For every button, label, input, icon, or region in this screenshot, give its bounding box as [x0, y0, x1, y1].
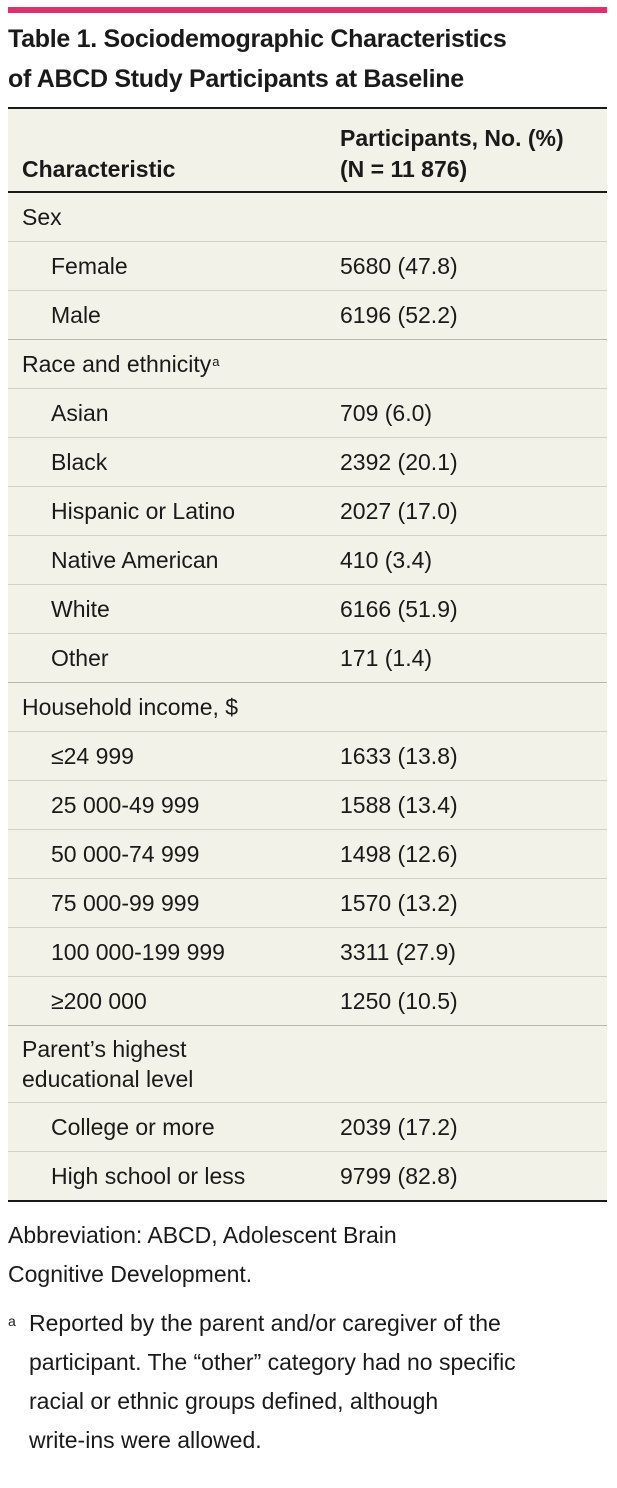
table-title-line-2: of ABCD Study Participants at Baseline [8, 65, 464, 93]
table-row: Other 171 (1.4) [8, 633, 607, 683]
table-row: Male 6196 (52.2) [8, 290, 607, 340]
row-value: 171 (1.4) [340, 633, 607, 683]
table-title: Table 1. Sociodemographic Characteristic… [8, 13, 607, 107]
row-value: 709 (6.0) [340, 388, 607, 438]
group-value-empty [340, 192, 607, 242]
group-row-parent-education: Parent’s highest educational level [8, 1025, 607, 1103]
header-participants-line-2: (N = 11 876) [340, 156, 468, 182]
row-value: 2027 (17.0) [340, 486, 607, 536]
table-notes: Abbreviation: ABCD, Adolescent Brain Cog… [8, 1216, 607, 1460]
row-label: Other [8, 633, 340, 683]
row-value: 1633 (13.8) [340, 731, 607, 781]
row-value: 5680 (47.8) [340, 241, 607, 291]
footnote-marker: a [212, 354, 220, 369]
row-label: 50 000-74 999 [8, 829, 340, 879]
footnote-line-4: write-ins were allowed. [29, 1427, 262, 1453]
row-label: Asian [8, 388, 340, 438]
table-row: ≤24 999 1633 (13.8) [8, 731, 607, 781]
header-characteristic: Characteristic [8, 108, 340, 193]
group-value-empty [340, 682, 607, 732]
footnote-a: a Reported by the parent and/or caregive… [8, 1304, 607, 1460]
row-label: ≥200 000 [8, 976, 340, 1026]
table-row: Native American 410 (3.4) [8, 535, 607, 585]
group-label-line-1: Parent’s highest [22, 1036, 187, 1062]
table-row: 25 000-49 999 1588 (13.4) [8, 780, 607, 830]
table-row: 100 000-199 999 3311 (27.9) [8, 927, 607, 977]
row-label: Hispanic or Latino [8, 486, 340, 536]
footnote-line-2: participant. The “other” category had no… [29, 1349, 516, 1375]
table-row: Black 2392 (20.1) [8, 437, 607, 487]
header-participants-line-1: Participants, No. (%) [340, 125, 564, 151]
footnote-line-3: racial or ethnic groups defined, althoug… [29, 1388, 439, 1414]
row-label: High school or less [8, 1151, 340, 1201]
group-label: Race and ethnicitya [8, 339, 340, 389]
row-label: Male [8, 290, 340, 340]
characteristics-table: Characteristic Participants, No. (%) (N … [8, 107, 607, 1202]
table-header-row: Characteristic Participants, No. (%) (N … [8, 108, 607, 193]
group-label: Household income, $ [8, 682, 340, 732]
abbreviation-line-1: Abbreviation: ABCD, Adolescent Brain [8, 1222, 397, 1248]
table-row: Female 5680 (47.8) [8, 241, 607, 291]
row-label: 25 000-49 999 [8, 780, 340, 830]
table-row: 50 000-74 999 1498 (12.6) [8, 829, 607, 879]
abbreviation-note: Abbreviation: ABCD, Adolescent Brain Cog… [8, 1216, 607, 1294]
abbreviation-line-2: Cognitive Development. [8, 1261, 253, 1287]
group-row-household-income: Household income, $ [8, 682, 607, 732]
table-row: White 6166 (51.9) [8, 584, 607, 634]
group-value-empty [340, 1025, 607, 1103]
table-row: College or more 2039 (17.2) [8, 1102, 607, 1152]
row-label: Female [8, 241, 340, 291]
row-value: 1588 (13.4) [340, 780, 607, 830]
group-label-line-2: educational level [22, 1066, 194, 1092]
header-participants: Participants, No. (%) (N = 11 876) [340, 108, 607, 193]
row-value: 2039 (17.2) [340, 1102, 607, 1152]
group-label: Sex [22, 204, 62, 230]
row-value: 9799 (82.8) [340, 1151, 607, 1201]
row-label: ≤24 999 [8, 731, 340, 781]
row-value: 1570 (13.2) [340, 878, 607, 928]
footnote-marker: a [8, 1313, 16, 1329]
row-label: 75 000-99 999 [8, 878, 340, 928]
row-value: 6196 (52.2) [340, 290, 607, 340]
row-label: College or more [8, 1102, 340, 1152]
table-row: Hispanic or Latino 2027 (17.0) [8, 486, 607, 536]
row-value: 6166 (51.9) [340, 584, 607, 634]
row-label: White [8, 584, 340, 634]
group-row-sex: Sex [8, 192, 607, 242]
group-value-empty [340, 339, 607, 389]
row-value: 1250 (10.5) [340, 976, 607, 1026]
row-value: 3311 (27.9) [340, 927, 607, 977]
row-value: 2392 (20.1) [340, 437, 607, 487]
row-value: 410 (3.4) [340, 535, 607, 585]
table-row: ≥200 000 1250 (10.5) [8, 976, 607, 1026]
group-label: Parent’s highest educational level [8, 1025, 340, 1103]
table-row: 75 000-99 999 1570 (13.2) [8, 878, 607, 928]
table-title-line-1: Table 1. Sociodemographic Characteristic… [8, 25, 507, 53]
row-label: Black [8, 437, 340, 487]
footnote-line-1: Reported by the parent and/or caregiver … [29, 1310, 501, 1336]
accent-bar [8, 7, 607, 13]
row-value: 1498 (12.6) [340, 829, 607, 879]
table-row: Asian 709 (6.0) [8, 388, 607, 438]
row-label: Native American [8, 535, 340, 585]
group-row-race-ethnicity: Race and ethnicitya [8, 339, 607, 389]
table-row: High school or less 9799 (82.8) [8, 1151, 607, 1201]
row-label: 100 000-199 999 [8, 927, 340, 977]
table-page: Table 1. Sociodemographic Characteristic… [8, 0, 607, 1460]
group-label-text: Race and ethnicity [22, 351, 212, 377]
